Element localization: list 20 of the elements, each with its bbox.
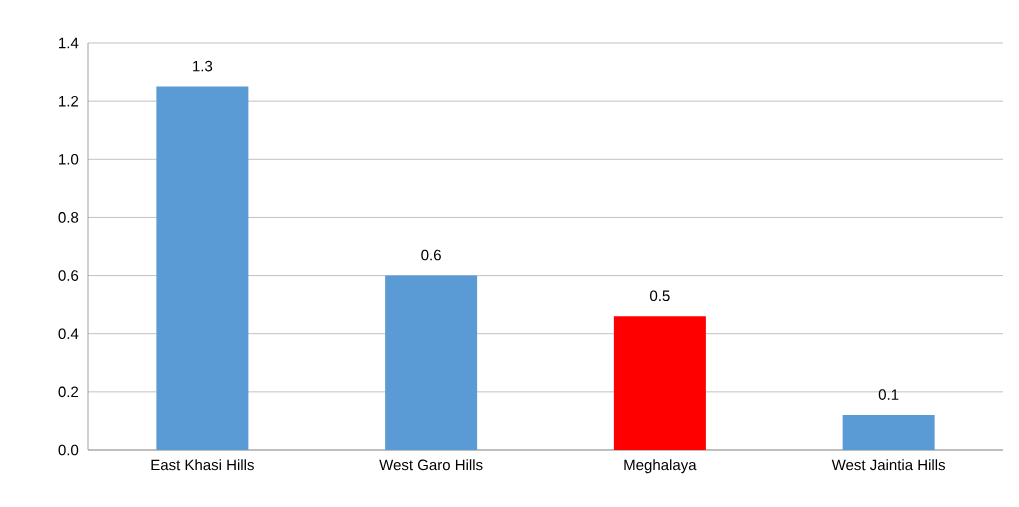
x-tick-label: East Khasi Hills <box>151 459 254 471</box>
y-tick-label: 0.0 <box>58 444 79 456</box>
x-tick-label: West Garo Hills <box>379 459 483 471</box>
bar <box>613 316 706 450</box>
y-tick-label: 0.6 <box>58 270 79 281</box>
data-label: 1.3 <box>193 60 213 72</box>
y-tick-label: 0.2 <box>58 386 79 398</box>
bar <box>156 86 249 450</box>
data-label: 0.6 <box>421 249 441 261</box>
y-tick-label: 1.4 <box>59 37 79 49</box>
y-tick-label: 0.8 <box>58 212 79 223</box>
data-label: 0.5 <box>650 290 670 302</box>
bar <box>385 275 478 450</box>
bar <box>842 415 935 450</box>
y-tick-label: 0.4 <box>58 328 79 340</box>
data-label: 0.1 <box>878 389 899 400</box>
y-tick-label: 1.0 <box>59 153 79 165</box>
y-tick-label: 1.2 <box>59 95 79 107</box>
x-tick-label: West Jaintia Hills <box>831 459 946 471</box>
x-tick-label: Meghalaya <box>624 459 697 474</box>
